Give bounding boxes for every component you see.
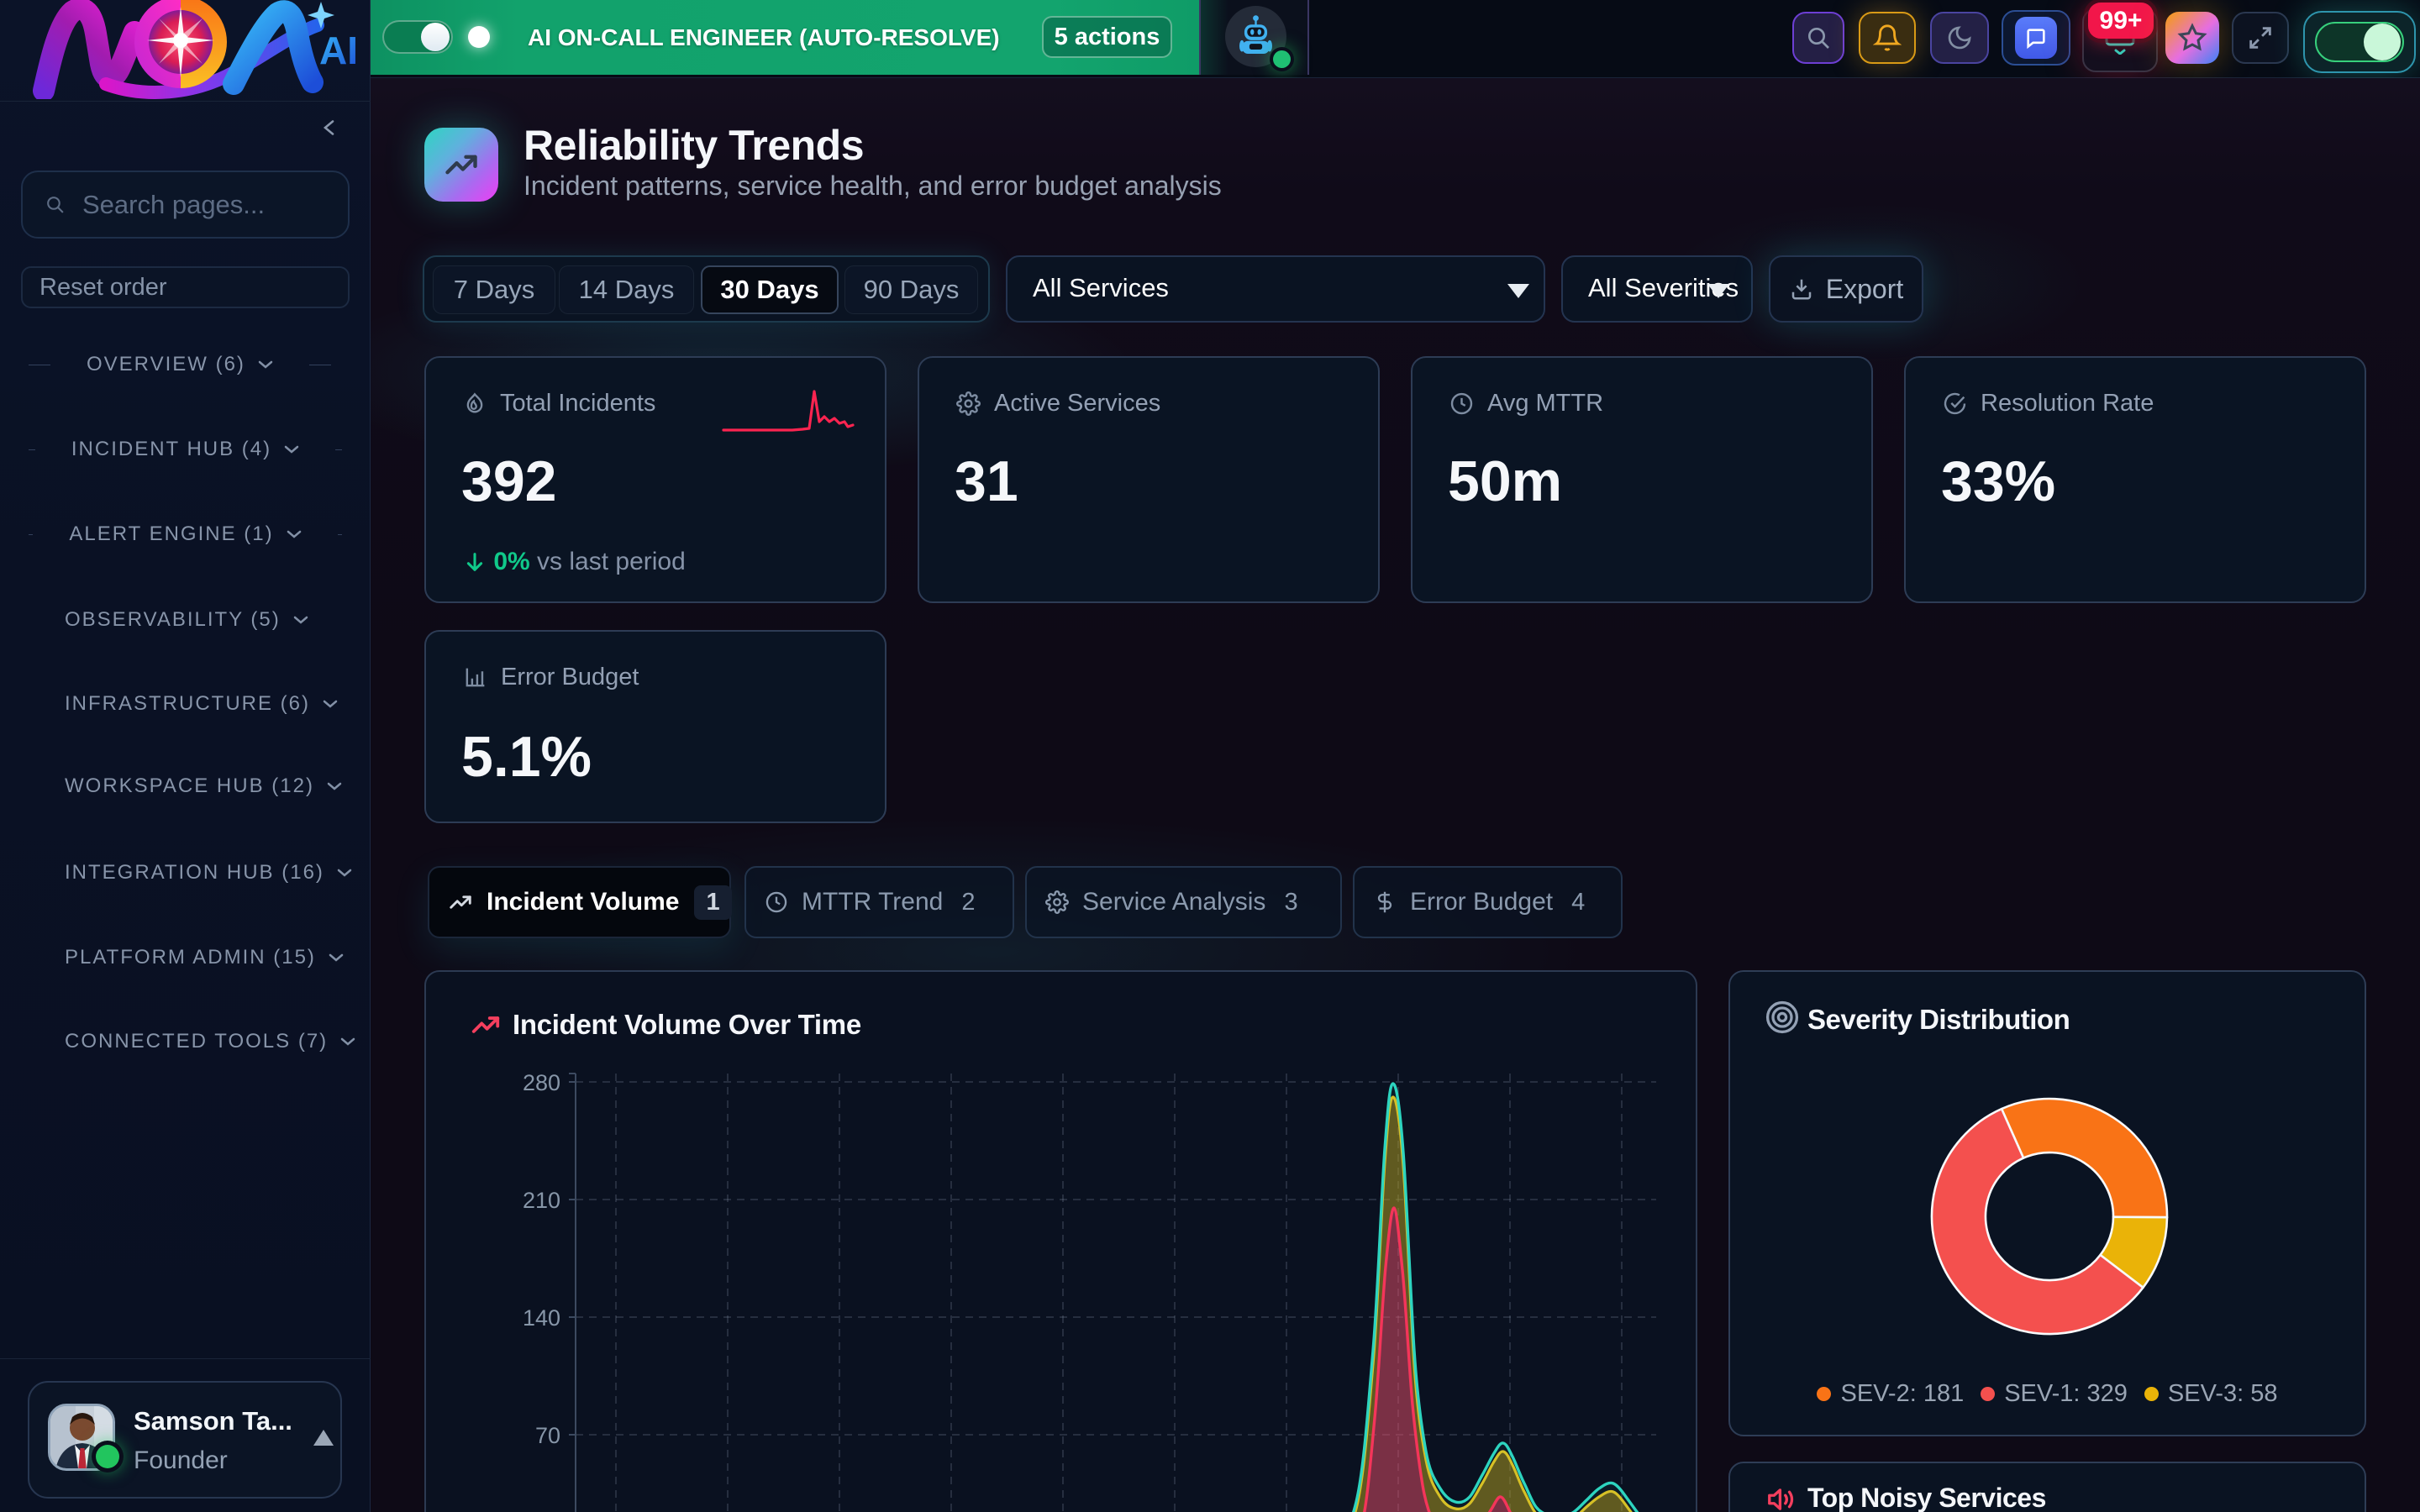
svg-text:210: 210 — [523, 1188, 560, 1213]
svg-text:280: 280 — [523, 1070, 560, 1095]
svg-text:140: 140 — [523, 1305, 560, 1331]
svg-text:70: 70 — [535, 1423, 560, 1448]
svg-text:AI: AI — [319, 29, 358, 72]
